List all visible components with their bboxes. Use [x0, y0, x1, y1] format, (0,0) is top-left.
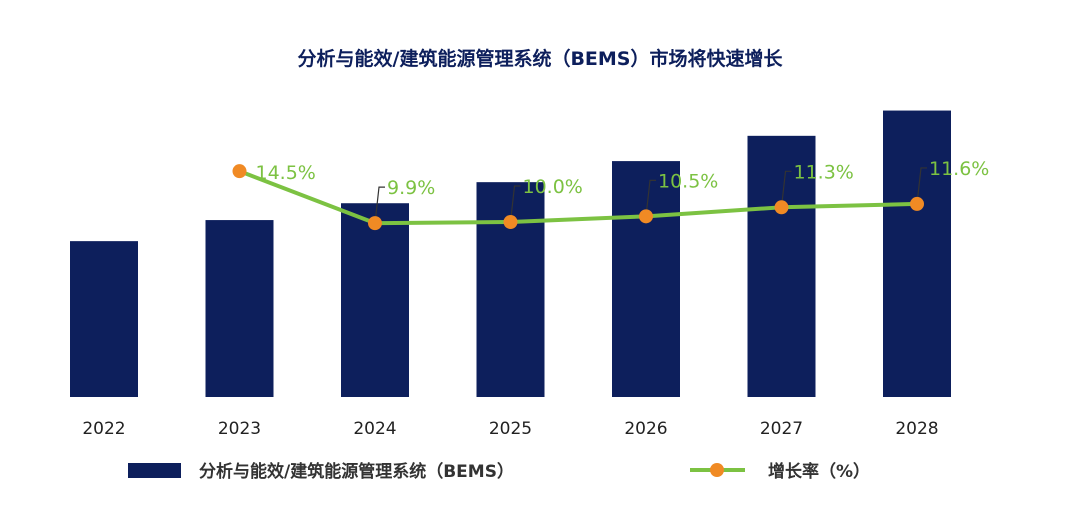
x-tick-label: 2024 — [353, 419, 396, 439]
bar-2025 — [476, 182, 545, 397]
x-tick-label: 2023 — [218, 419, 261, 439]
growth-label-leader — [645, 179, 656, 217]
growth-label-leader — [374, 186, 385, 224]
x-tick-label: 2022 — [82, 419, 125, 439]
growth-data-label: 10.0% — [523, 176, 583, 198]
bars-layer — [70, 110, 951, 398]
x-tick-label: 2028 — [895, 419, 938, 439]
bar-2028 — [883, 110, 951, 398]
bar-2026 — [612, 161, 680, 397]
x-tick-label: 2027 — [760, 419, 803, 439]
growth-point — [503, 215, 518, 229]
growth-label-leader — [780, 170, 792, 208]
x-tick-label: 2025 — [489, 419, 532, 439]
growth-point — [910, 196, 924, 211]
bar-2022 — [70, 241, 138, 397]
growth-data-label: 11.3% — [794, 161, 854, 183]
growth-line-layer: 14.5% 9.9% 10.0% 10.5% 11.3% 11.6% — [232, 158, 989, 231]
chart-title: 分析与能效/建筑能源管理系统（BEMS）市场将快速增长 — [298, 47, 784, 70]
legend-bar-swatch — [128, 463, 181, 478]
legend: 分析与能效/建筑能源管理系统（BEMS） 增长率（%） — [128, 461, 870, 482]
x-axis: 2022 2023 2024 2025 2026 2027 2028 — [82, 419, 938, 439]
growth-point — [639, 209, 653, 224]
growth-label-leader — [509, 185, 521, 223]
legend-line-label: 增长率（%） — [768, 461, 870, 482]
x-tick-label: 2026 — [624, 419, 667, 439]
growth-data-label: 10.5% — [658, 170, 718, 192]
growth-label-leader — [916, 167, 927, 204]
legend-bar-label: 分析与能效/建筑能源管理系统（BEMS） — [199, 461, 514, 482]
bar-2024 — [341, 203, 409, 397]
growth-point — [774, 200, 789, 215]
growth-data-label: 9.9% — [387, 177, 435, 199]
growth-data-label: 14.5% — [256, 162, 316, 184]
growth-point — [232, 164, 247, 179]
legend-line-marker — [710, 463, 724, 477]
growth-data-label: 11.6% — [929, 158, 989, 180]
growth-rate-line — [238, 169, 918, 226]
bar-2027 — [747, 135, 816, 397]
growth-point — [368, 216, 382, 231]
bar-2023 — [205, 220, 274, 397]
